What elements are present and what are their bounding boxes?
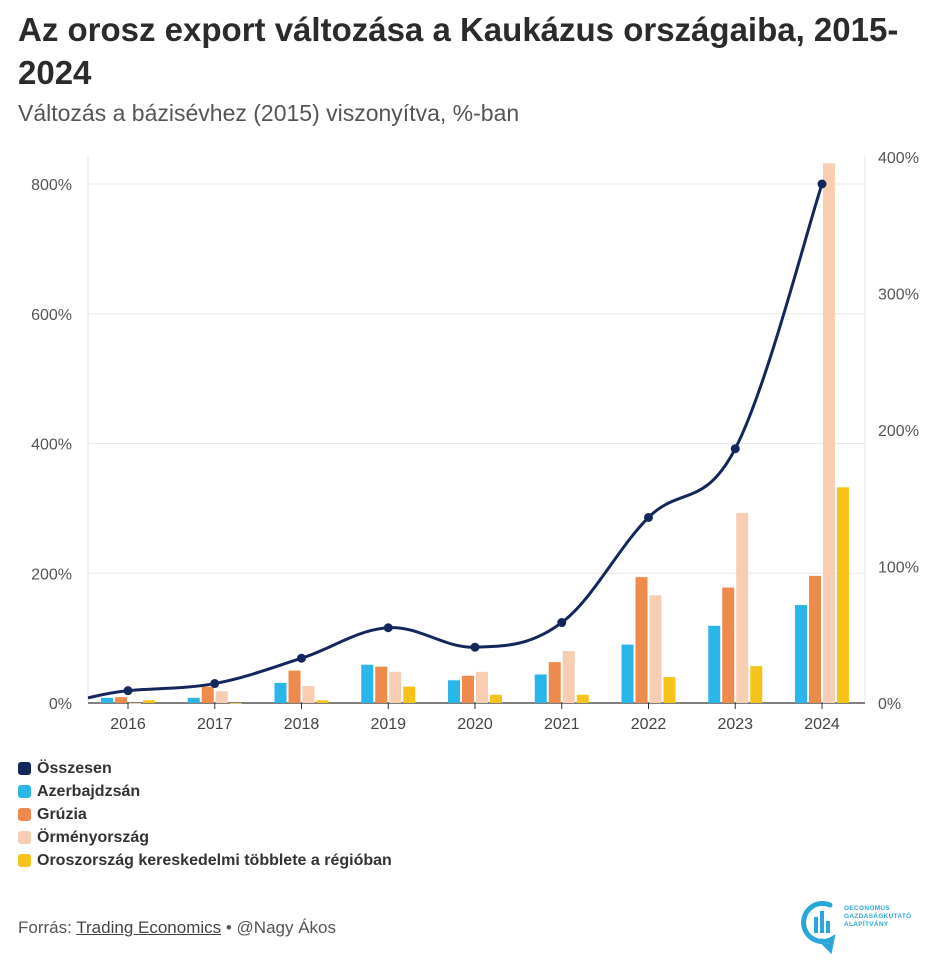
legend-label-osszesen: Összesen (37, 759, 112, 777)
bar--rm-nyorsz-g-2016 (129, 703, 141, 704)
legend-label-tobblet: Oroszország kereskedelmi többlete a régi… (37, 851, 392, 869)
legend-label-gruzia: Grúzia (37, 805, 87, 823)
footer: Forrás: Trading Economics • @Nagy Ákos (18, 918, 336, 938)
bar-azerbajdzs-n-2021 (534, 674, 547, 703)
bar--rm-nyorsz-g-2017 (215, 691, 228, 703)
bar-oroszorsz-g-kereskedelmi-t-bblete-a-r-gi-ban-2023 (750, 666, 763, 703)
y-left-tick-label: 0% (49, 696, 72, 713)
legend-item-ormenyorszag: Örményország (18, 826, 392, 849)
x-tick-label: 2016 (110, 716, 146, 733)
source-link[interactable]: Trading Economics (76, 918, 222, 937)
bar-oroszorsz-g-kereskedelmi-t-bblete-a-r-gi-ban-2017 (229, 703, 242, 704)
bar-gr-zia-2020 (462, 675, 474, 703)
legend-item-osszesen: Összesen (18, 757, 392, 780)
chart-subtitle: Változás a bázisévhez (2015) viszonyítva… (18, 100, 520, 126)
footer-prefix: Forrás: (18, 918, 77, 937)
logo-line-3: ALAPÍTVÁNY (844, 921, 889, 928)
logo-line-2: GAZDASÁGKUTATÓ (844, 913, 912, 920)
bar--rm-nyorsz-g-2024 (823, 163, 835, 704)
point-osszesen-2019 (383, 623, 393, 633)
point-osszesen-2020 (470, 642, 480, 652)
bar-azerbajdzs-n-2023 (708, 625, 721, 703)
logo-line-1: OECONOMUS (844, 905, 891, 912)
x-tick-label: 2024 (804, 716, 840, 733)
x-tick-label: 2022 (631, 716, 667, 733)
x-tick-label: 2017 (197, 716, 233, 733)
bar-gr-zia-2017 (201, 686, 214, 703)
oeconomus-logo-icon (801, 901, 836, 955)
y-left-tick-label: 200% (31, 566, 72, 583)
bar-azerbajdzs-n-2016 (101, 697, 113, 703)
legend-swatch-azerbajdzsan (18, 785, 31, 798)
point-osszesen-2023 (730, 444, 740, 454)
legend-item-tobblet: Oroszország kereskedelmi többlete a régi… (18, 849, 392, 872)
point-osszesen-2016 (123, 686, 133, 696)
y-left-tick-label: 800% (31, 177, 72, 194)
bar-gr-zia-2023 (722, 587, 735, 703)
bar--rm-nyorsz-g-2020 (476, 671, 488, 703)
bar--rm-nyorsz-g-2018 (302, 686, 315, 703)
x-tick-label: 2023 (717, 716, 753, 733)
bar-azerbajdzs-n-2017 (187, 697, 200, 703)
bar-oroszorsz-g-kereskedelmi-t-bblete-a-r-gi-ban-2020 (490, 694, 502, 703)
point-osszesen-2018 (297, 653, 306, 663)
bar-gr-zia-2024 (809, 575, 821, 703)
bar-azerbajdzs-n-2019 (361, 664, 374, 703)
chart-title: Az orosz export változása a Kaukázus ors… (18, 11, 899, 91)
bar-azerbajdzs-n-2018 (274, 682, 287, 703)
point-osszesen-2022 (644, 512, 653, 522)
bar-gr-zia-2019 (375, 666, 388, 703)
point-osszesen-2024 (817, 179, 827, 189)
legend-label-azerbajdzsan: Azerbajdzsán (37, 782, 141, 800)
bar-gr-zia-2018 (288, 670, 301, 703)
bar-oroszorsz-g-kereskedelmi-t-bblete-a-r-gi-ban-2019 (403, 686, 416, 703)
point-osszesen-2021 (557, 618, 567, 628)
legend-item-gruzia: Grúzia (18, 803, 392, 826)
bar-azerbajdzs-n-2022 (621, 644, 634, 703)
bar-azerbajdzs-n-2024 (795, 605, 807, 703)
y-right-tick-label: 100% (878, 560, 919, 577)
point-osszesen-2017 (210, 679, 220, 689)
legend-swatch-osszesen (18, 762, 31, 775)
footer-author: @Nagy Ákos (236, 918, 337, 937)
y-right-tick-label: 400% (878, 150, 919, 167)
x-tick-label: 2021 (544, 716, 580, 733)
bar-oroszorsz-g-kereskedelmi-t-bblete-a-r-gi-ban-2022 (663, 677, 676, 703)
bar--rm-nyorsz-g-2021 (562, 651, 575, 703)
legend-swatch-ormenyorszag (18, 831, 31, 844)
x-tick-label: 2020 (457, 716, 493, 733)
oeconomus-logo: OECONOMUS GAZDASÁGKUTATÓ ALAPÍTVÁNY (800, 895, 930, 955)
legend-item-azerbajdzsan: Azerbajdzsán (18, 780, 392, 803)
x-tick-label: 2018 (284, 716, 320, 733)
y-left-tick-label: 600% (31, 307, 72, 324)
y-right-tick-label: 300% (878, 287, 919, 304)
bar-oroszorsz-g-kereskedelmi-t-bblete-a-r-gi-ban-2024 (837, 487, 849, 703)
line-osszesen (87, 183, 824, 700)
x-tick-label: 2019 (370, 716, 406, 733)
bar-oroszorsz-g-kereskedelmi-t-bblete-a-r-gi-ban-2016 (143, 700, 155, 703)
bar-oroszorsz-g-kereskedelmi-t-bblete-a-r-gi-ban-2021 (576, 694, 589, 703)
logo-text: OECONOMUS GAZDASÁGKUTATÓ ALAPÍTVÁNY (844, 905, 912, 929)
bar-gr-zia-2016 (115, 697, 127, 703)
chart-area: 0% 200% 400% 600% 800% 0% 100% 200% 300% 400% 2016… (31, 150, 919, 733)
y-right-tick-label: 200% (878, 423, 919, 440)
bar-oroszorsz-g-kereskedelmi-t-bblete-a-r-gi-ban-2018 (316, 700, 329, 703)
bar-gr-zia-2022 (635, 577, 648, 703)
y-left-tick-label: 400% (31, 437, 72, 454)
legend-swatch-tobblet (18, 854, 31, 867)
bar--rm-nyorsz-g-2019 (389, 671, 402, 703)
bar-gr-zia-2021 (548, 662, 561, 703)
footer-separator: • (221, 918, 237, 937)
y-right-tick-label: 0% (878, 696, 901, 713)
legend-swatch-gruzia (18, 808, 31, 821)
legend: Összesen Azerbajdzsán Grúzia Örményorszá… (18, 757, 392, 872)
legend-label-ormenyorszag: Örményország (37, 828, 150, 846)
bar--rm-nyorsz-g-2023 (736, 512, 749, 703)
bar-azerbajdzs-n-2020 (448, 680, 460, 703)
bar--rm-nyorsz-g-2022 (649, 595, 662, 703)
